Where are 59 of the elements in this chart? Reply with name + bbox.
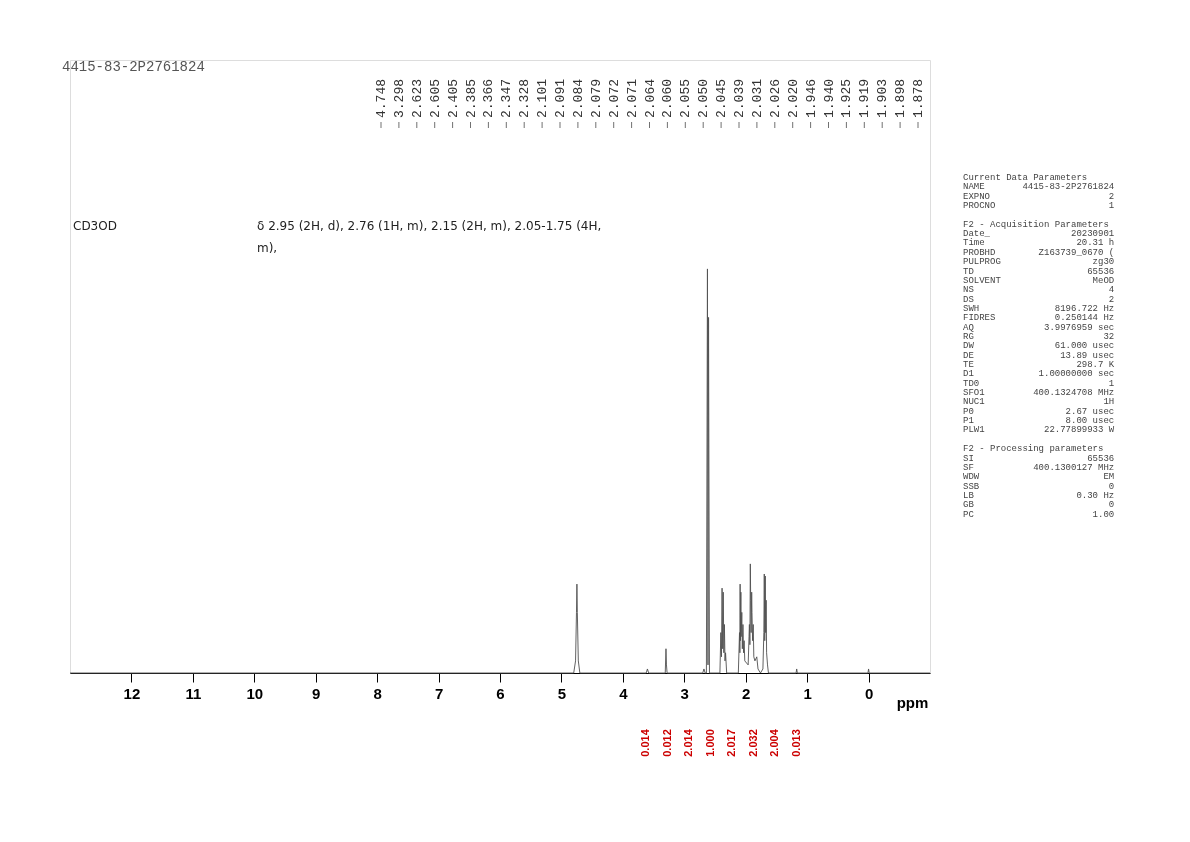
x-tick-label: 10 — [246, 684, 264, 702]
text: 2.045 — [714, 78, 730, 118]
x-tick-label: 8 — [373, 684, 382, 702]
text: 2.050 — [696, 78, 712, 118]
text: 2.385 — [463, 78, 479, 118]
text: 2.060 — [660, 78, 676, 118]
text: 1.878 — [911, 78, 926, 118]
text: 2.079 — [588, 78, 604, 118]
x-axis-title: ppm — [896, 693, 929, 711]
text: 2.032 — [746, 729, 759, 757]
text: 2.039 — [732, 78, 747, 118]
text: 2.328 — [517, 78, 533, 118]
text: 2.026 — [767, 78, 783, 118]
x-tick-label: 0 — [864, 684, 874, 702]
text: 1.000 — [703, 729, 716, 757]
text: 2.605 — [427, 78, 443, 118]
text: 0.012 — [660, 729, 673, 757]
text: 2.031 — [749, 78, 765, 118]
text: δ 2.95 (2H, d), 2.76 (1H, m), 2.15 (2H, m), 2.05-1.75 (4H, m), — [257, 219, 602, 255]
text: 1.925 — [839, 78, 855, 118]
text: 2.004 — [768, 728, 781, 757]
text: 2.091 — [553, 78, 568, 118]
x-tick-label: 5 — [557, 684, 567, 702]
text: 2.014 — [682, 728, 695, 757]
text: 2.366 — [481, 78, 497, 118]
chart-title: 4415-83-2P2761824 — [62, 59, 205, 75]
text: 2.101 — [535, 78, 551, 118]
text: 2.405 — [445, 78, 461, 118]
text: 1.898 — [893, 78, 909, 118]
text: Current Data Parameters NAME 4415-83-2P2761824 EXPNO 2 PROCNO 1 — [963, 173, 1115, 212]
text: F2 - Acquisition Parameters Date_ 20230901 Time 20.31 h PROBHD Z163739_0670 ( PULPROG zg30 TD 65536 SOLVENT MeOD NS 4 DS 2 SWH 8196.722 Hz FIDRES 0.250144 Hz AQ 3.9976959 sec RG 32 DW 61.000 usec DE 13.89 usec TE 298.7 K D1 1.00000000 sec TD0 1 SFO1 400.1324708 MHz NUC1 1H P0 2.67 usec P1 8.00 usec PLW1 22.77899933 W — [963, 219, 1115, 436]
x-tick-label: 3 — [680, 684, 689, 702]
text: 2.071 — [624, 78, 640, 118]
text: 1.946 — [803, 78, 819, 118]
text: 3.298 — [391, 78, 407, 118]
x-tick-label: 2 — [742, 684, 751, 702]
x-tick-label: 12 — [123, 684, 141, 702]
text: 1.919 — [857, 78, 873, 118]
text: F2 - Processing parameters SI 65536 SF 400.1300127 MHz WDW EM SSB 0 LB 0.30 Hz GB 0 PC 1.00 — [963, 444, 1115, 520]
x-tick-label: 9 — [312, 684, 321, 702]
x-tick-label: 1 — [803, 684, 812, 702]
x-tick-label: 11 — [185, 684, 202, 702]
text: 0.014 — [639, 728, 651, 757]
text: 1.903 — [875, 78, 891, 118]
x-tick-label: 7 — [434, 684, 444, 702]
x-tick-label: 4 — [619, 684, 629, 702]
text: 2.623 — [409, 78, 425, 118]
text: CD3OD — [73, 219, 117, 233]
text: 0.013 — [790, 729, 802, 757]
text: 2.072 — [606, 78, 622, 118]
text: 2.084 — [570, 78, 586, 118]
text: 2.017 — [725, 729, 738, 757]
text: 4.748 — [374, 78, 389, 118]
text: 2.020 — [785, 78, 801, 118]
text: 2.347 — [499, 78, 515, 118]
x-tick-label: 6 — [496, 684, 505, 702]
text: 1.940 — [821, 78, 837, 118]
text: 2.064 — [642, 78, 658, 118]
text: 2.055 — [678, 78, 694, 118]
